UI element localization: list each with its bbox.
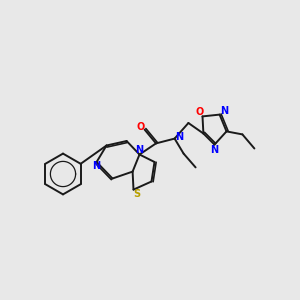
- Text: S: S: [134, 189, 141, 200]
- Text: N: N: [175, 132, 183, 142]
- Text: O: O: [196, 107, 204, 117]
- Text: O: O: [136, 122, 145, 132]
- Text: N: N: [220, 106, 229, 116]
- Text: N: N: [210, 145, 219, 155]
- Text: N: N: [92, 161, 101, 171]
- Text: N: N: [135, 145, 144, 155]
